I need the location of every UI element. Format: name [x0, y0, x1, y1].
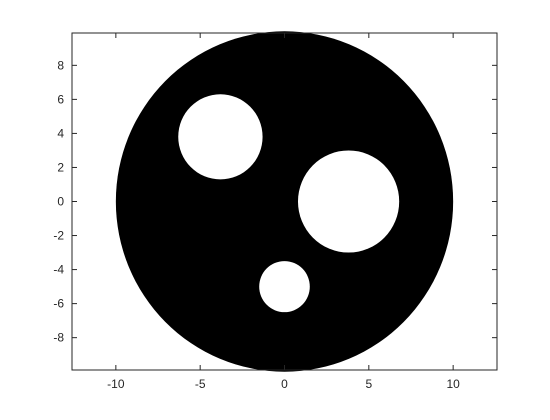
hole-upper-left [178, 94, 263, 180]
plot-shapes [115, 31, 454, 372]
x-tick-label: -10 [107, 377, 125, 391]
y-axis: 8 6 4 2 0 -2 -4 -6 -8 [53, 58, 497, 345]
outer-disk [115, 31, 454, 372]
y-tick-label: -8 [53, 331, 64, 345]
x-tick-label: -5 [195, 377, 206, 391]
y-tick-label: -4 [53, 263, 64, 277]
x-axis: -10 -5 0 5 10 [107, 33, 460, 391]
y-tick-label: 8 [57, 58, 64, 72]
x-tick-label: 5 [365, 377, 372, 391]
y-tick-label: -6 [53, 297, 64, 311]
y-tick-label: 6 [57, 92, 64, 106]
y-tick-label: 0 [57, 195, 64, 209]
y-tick-label: 2 [57, 160, 64, 174]
hole-right [297, 150, 400, 253]
x-tick-label: 10 [446, 377, 460, 391]
y-tick-label: 4 [57, 126, 64, 140]
y-tick-label: -2 [53, 229, 64, 243]
x-tick-label: 0 [281, 377, 288, 391]
hole-bottom [259, 261, 310, 313]
